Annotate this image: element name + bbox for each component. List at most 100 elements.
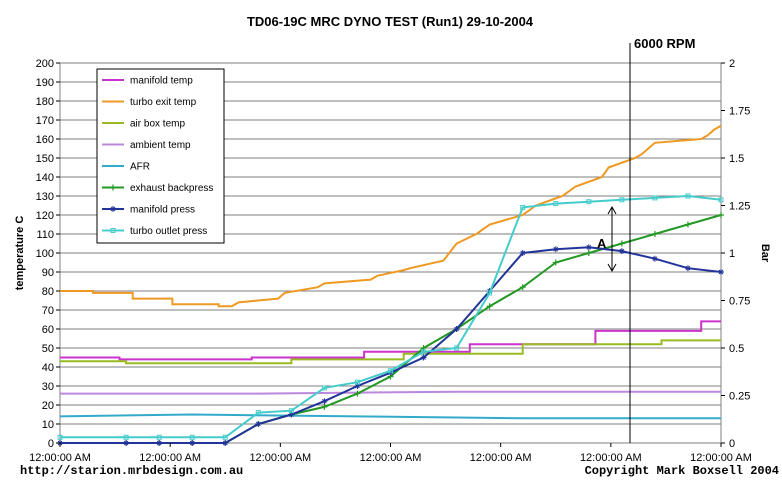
data-point xyxy=(123,440,130,446)
legend-label: AFR xyxy=(130,162,150,173)
x-tick-label: 12:00:00 AM xyxy=(139,452,201,464)
data-point xyxy=(321,403,328,410)
y-tick-label: 100 xyxy=(36,248,54,260)
y-tick-label: 50 xyxy=(42,343,54,355)
y-tick-label: 180 xyxy=(36,96,54,108)
data-point xyxy=(222,440,229,446)
legend-label: air box temp xyxy=(130,119,185,130)
data-point xyxy=(421,349,427,355)
data-point xyxy=(585,250,592,256)
data-point xyxy=(553,201,559,207)
series-line xyxy=(60,320,721,361)
data-point xyxy=(718,212,724,218)
series-line xyxy=(60,124,722,308)
data-point xyxy=(519,250,526,256)
x-tick-label: 12:00:00 AM xyxy=(580,452,642,464)
data-point xyxy=(156,440,163,446)
annotation-a-label: A xyxy=(597,236,607,251)
data-point xyxy=(619,197,625,203)
y-tick-label: 70 xyxy=(42,305,54,317)
series-turbo-exit-temp xyxy=(60,124,722,308)
data-point xyxy=(156,434,162,440)
y2-tick-label: 0 xyxy=(729,438,735,450)
data-point xyxy=(552,246,559,253)
y-tick-label: 110 xyxy=(36,229,54,241)
data-point xyxy=(651,231,658,237)
footer-url: http://starion.mrbdesign.com.au xyxy=(20,464,243,478)
y2-tick-label: 1.75 xyxy=(729,106,750,118)
data-point xyxy=(420,354,427,361)
data-point xyxy=(618,248,625,255)
data-point xyxy=(110,184,116,191)
data-point xyxy=(354,379,360,385)
annotation-a-arrow xyxy=(607,205,617,273)
data-point xyxy=(520,204,526,210)
y-tick-label: 0 xyxy=(48,438,54,450)
series-line xyxy=(60,339,721,365)
legend-label: turbo outlet press xyxy=(130,226,207,237)
y-tick-label: 190 xyxy=(36,77,54,89)
legend: manifold temp turbo exit temp air box temp… xyxy=(96,68,225,244)
series-layer xyxy=(57,124,724,446)
series-line xyxy=(60,246,722,444)
y-tick-label: 200 xyxy=(36,58,54,70)
x-axis-ticks: 12:00:00 AM 12:00:00 AM 12:00:00 AM 12:00:0… xyxy=(29,443,752,464)
data-point xyxy=(255,410,261,416)
series-manifold-temp xyxy=(60,320,721,361)
y-tick-label: 80 xyxy=(42,286,54,298)
data-point xyxy=(519,284,526,291)
y-axis-label: temperature C xyxy=(14,216,26,291)
data-point xyxy=(718,197,724,203)
series-line xyxy=(59,413,721,420)
data-point xyxy=(123,434,129,440)
data-point xyxy=(110,228,116,233)
data-point xyxy=(651,255,658,262)
y-tick-label: 150 xyxy=(36,153,54,165)
x-tick-label: 12:00:00 AM xyxy=(249,452,311,464)
data-point xyxy=(354,383,361,389)
data-point xyxy=(586,199,592,205)
y2-tick-label: 1 xyxy=(729,248,735,260)
data-point xyxy=(388,368,393,374)
data-point xyxy=(487,290,493,296)
legend-label: manifold temp xyxy=(130,76,193,87)
data-point xyxy=(288,411,295,418)
series-ambient-temp xyxy=(60,390,721,395)
x-tick-label: 12:00:00 AM xyxy=(470,452,532,464)
y-tick-label: 20 xyxy=(42,400,54,412)
data-point xyxy=(255,421,262,427)
y2-tick-label: 1.5 xyxy=(729,153,744,165)
data-point xyxy=(718,269,724,275)
y-tick-label: 160 xyxy=(36,134,54,146)
footer-copyright: Copyright Mark Boxsell 2004 xyxy=(585,464,779,478)
rpm-marker-label: 6000 RPM xyxy=(634,36,695,51)
y-tick-label: 60 xyxy=(42,324,54,336)
y2-tick-label: 2 xyxy=(729,58,735,70)
x-tick-label: 12:00:00 AM xyxy=(29,452,91,464)
y-tick-label: 140 xyxy=(36,172,54,184)
data-point xyxy=(618,240,625,247)
data-point xyxy=(685,193,691,199)
data-point xyxy=(189,440,196,446)
data-point xyxy=(486,303,493,310)
series-air-box-temp xyxy=(60,339,721,365)
data-point xyxy=(57,434,63,440)
series-turbo-outlet-press xyxy=(57,193,724,440)
data-point xyxy=(110,206,116,212)
y-tick-label: 170 xyxy=(36,115,54,127)
data-point xyxy=(354,390,361,397)
right-axis-ticks: 0 0.25 0.5 0.75 1 1.25 1.5 1.75 2 xyxy=(721,58,750,450)
data-point xyxy=(585,244,592,251)
y2-tick-label: 0.25 xyxy=(729,391,750,403)
y2-tick-label: 0.75 xyxy=(729,296,750,308)
x-tick-label: 12:00:00 AM xyxy=(360,452,422,464)
data-point xyxy=(189,434,195,440)
y-tick-label: 130 xyxy=(36,191,54,203)
series-line xyxy=(60,194,722,439)
y-tick-label: 40 xyxy=(42,362,54,374)
data-point xyxy=(288,408,294,414)
data-point xyxy=(321,385,327,391)
legend-label: manifold press xyxy=(130,205,195,216)
chart-title: TD06-19C MRC DYNO TEST (Run1) 29-10-2004 xyxy=(247,14,534,29)
series-line xyxy=(60,390,721,395)
